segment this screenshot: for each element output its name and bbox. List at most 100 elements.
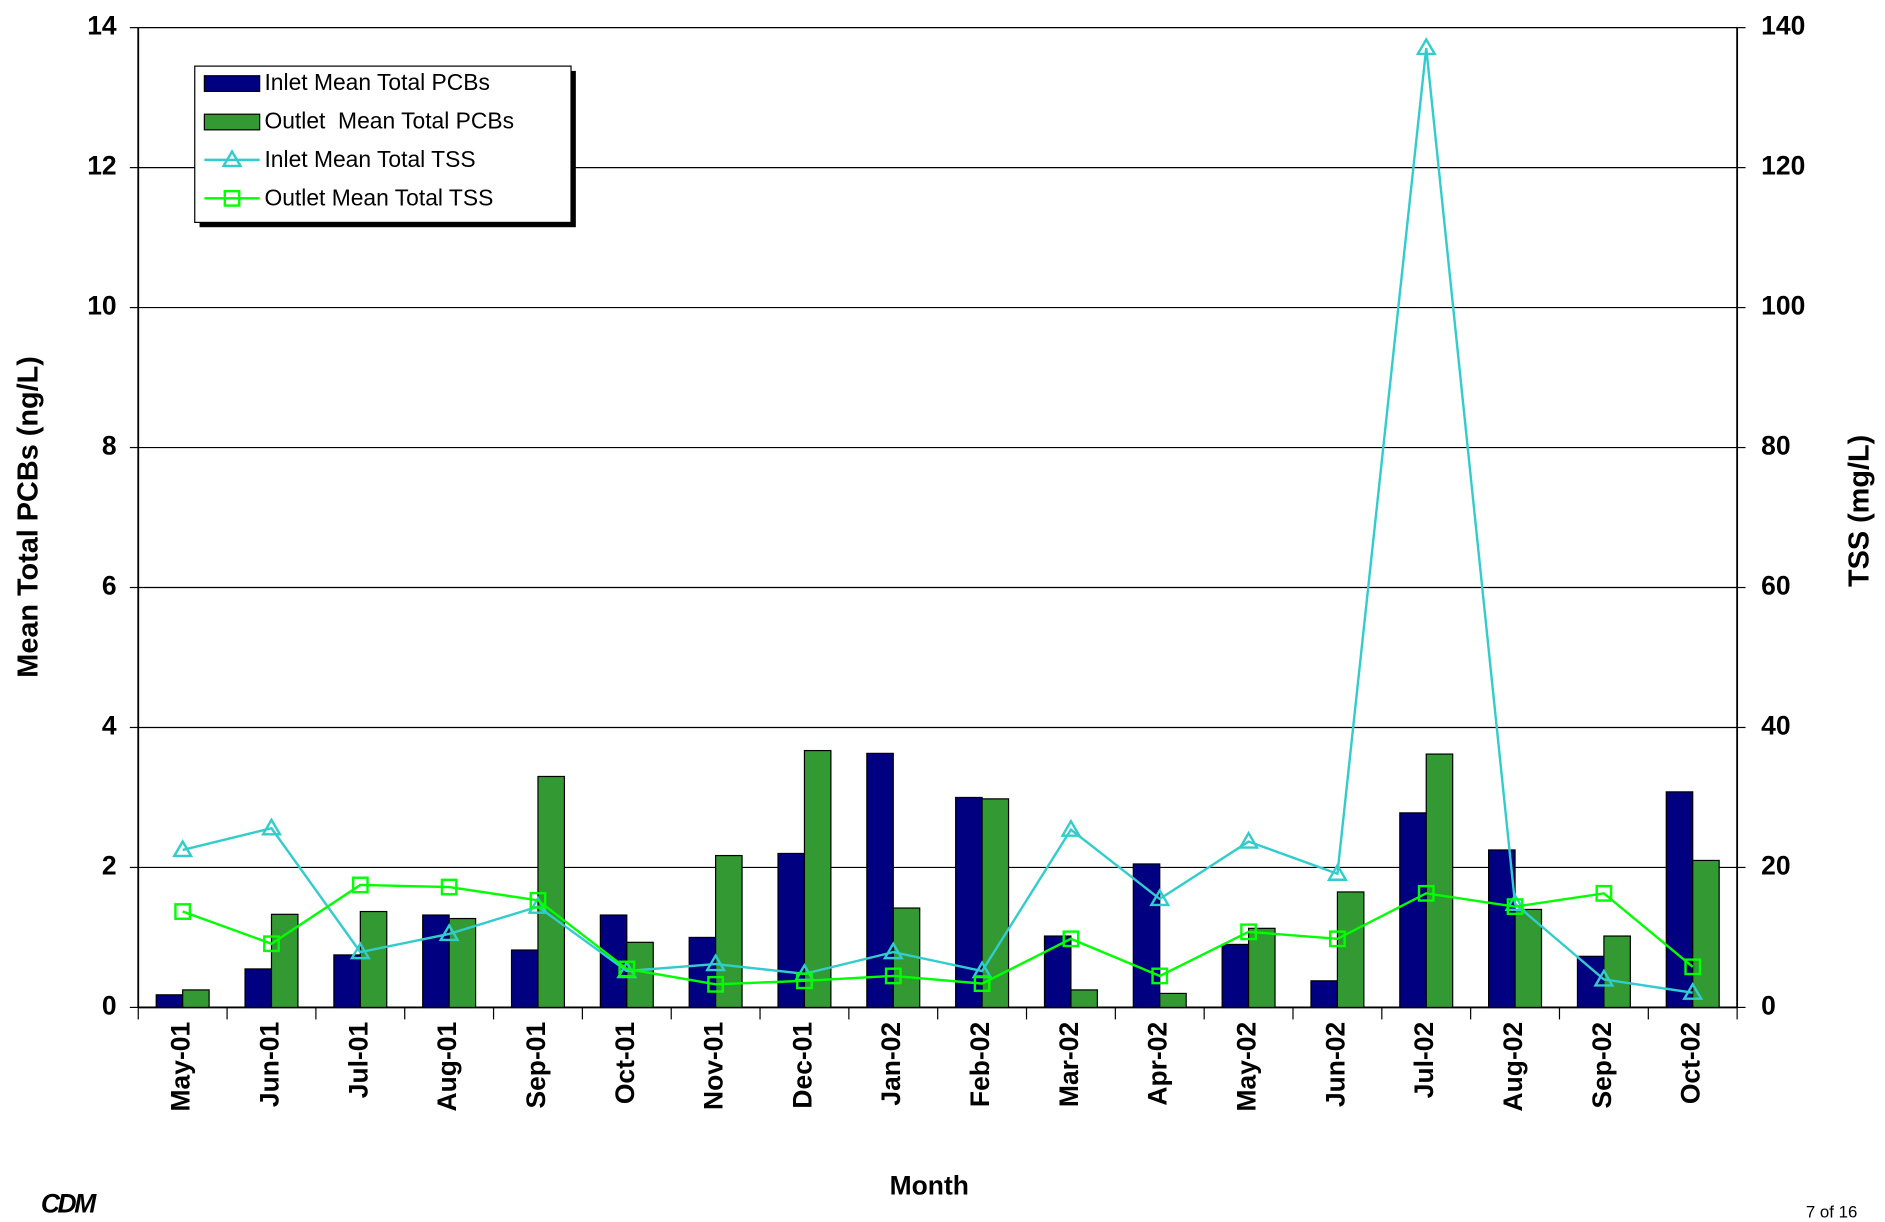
line (182, 47, 1693, 994)
x-axis-title: Month (890, 1171, 969, 1201)
x-tick-label: May-01 (166, 1022, 196, 1112)
marker (1593, 968, 1615, 987)
bar (1425, 753, 1454, 1009)
x-tick-label: Jul-01 (343, 1022, 373, 1098)
marker (1062, 930, 1080, 948)
bar (1514, 908, 1543, 1009)
legend-label: Inlet Mean Total TSS (264, 146, 475, 172)
x-tick-label: Apr-02 (1143, 1022, 1173, 1106)
marker (707, 975, 725, 993)
marker (527, 895, 549, 914)
marker (1682, 981, 1704, 1000)
bar (1132, 863, 1161, 1009)
legend-label: Outlet Mean Total PCBs (264, 108, 514, 134)
x-tick-label: Oct-01 (610, 1022, 640, 1104)
marker (1328, 930, 1346, 948)
bar (688, 936, 717, 1009)
y-tick-label: 0 (102, 990, 117, 1020)
x-tick-label: Jun-02 (1320, 1022, 1350, 1107)
bar (422, 914, 450, 1009)
marker (221, 149, 243, 168)
y-tick-label: 10 (87, 291, 116, 321)
x-tick-label: Oct-02 (1676, 1022, 1706, 1104)
marker (1326, 862, 1348, 881)
x-tick-label: Mar-02 (1054, 1022, 1084, 1107)
bar (1399, 812, 1427, 1009)
marker (1149, 888, 1171, 907)
marker (1060, 818, 1082, 837)
bar (1336, 891, 1365, 1009)
line (182, 883, 1694, 986)
y2-tick-label: 100 (1761, 291, 1805, 321)
legend-label: Outlet Mean Total TSS (264, 185, 493, 211)
marker (172, 839, 194, 858)
bar (1603, 935, 1631, 1009)
bar (359, 910, 388, 1009)
bar (1043, 935, 1072, 1009)
x-tick-label: Jun-01 (254, 1022, 284, 1107)
y2-tick-label: 140 (1761, 11, 1805, 41)
y-tick-label: 8 (102, 431, 117, 461)
legend-label: Inlet Mean Total PCBs (264, 69, 489, 95)
y-tick-label: 4 (102, 710, 117, 740)
bar (1221, 943, 1250, 1009)
logo: CDM (41, 1189, 97, 1219)
x-tick-label: May-02 (1232, 1022, 1262, 1112)
y2-tick-label: 20 (1761, 850, 1790, 880)
bar (626, 941, 654, 1009)
marker (1238, 830, 1260, 849)
y2-axis-title: TSS (mg/L) (1844, 435, 1876, 587)
y2-tick-label: 120 (1761, 151, 1805, 181)
bar (1310, 980, 1339, 1009)
bar (182, 989, 210, 1009)
x-tick-label: Dec-01 (787, 1022, 817, 1109)
bar (1159, 992, 1187, 1009)
x-tick-label: Feb-02 (965, 1022, 995, 1107)
marker (529, 891, 547, 909)
marker (973, 975, 991, 993)
marker (1684, 958, 1702, 976)
x-tick-label: Sep-02 (1587, 1022, 1617, 1109)
y-tick-label: 14 (87, 11, 117, 41)
legend-box (194, 65, 572, 224)
x-tick-label: Aug-02 (1498, 1022, 1528, 1112)
bar (155, 994, 184, 1009)
y2-tick-label: 0 (1761, 990, 1776, 1020)
bar (510, 949, 539, 1009)
marker (263, 935, 280, 953)
x-tick-label: Sep-01 (521, 1022, 551, 1109)
marker (618, 960, 636, 978)
marker (796, 972, 813, 990)
marker (440, 878, 458, 896)
x-tick-label: Aug-01 (432, 1022, 462, 1112)
bar (244, 968, 273, 1009)
y2-tick-label: 60 (1761, 570, 1790, 600)
marker (884, 967, 902, 985)
y-tick-label: 6 (102, 570, 117, 600)
bar (866, 752, 894, 1009)
x-tick-label: Nov-01 (699, 1022, 729, 1110)
marker (1506, 898, 1524, 916)
marker (174, 903, 192, 920)
y2-tick-label: 80 (1761, 431, 1790, 461)
marker (260, 817, 282, 836)
marker (438, 923, 460, 942)
bar (1070, 989, 1098, 1009)
marker (1504, 893, 1526, 912)
marker (223, 189, 241, 207)
marker (351, 876, 369, 894)
y2-tick-label: 40 (1761, 710, 1790, 740)
x-tick-label: Jan-02 (876, 1022, 906, 1106)
bar (777, 852, 806, 1009)
marker (1240, 923, 1258, 941)
y-axis-title: Mean Total PCBs (ng/L) (13, 356, 45, 678)
marker (1417, 884, 1435, 902)
marker (1595, 884, 1613, 902)
bar (715, 854, 743, 1009)
legend-swatch (203, 75, 261, 92)
bar (803, 749, 832, 1009)
bar (1247, 927, 1276, 1009)
y-tick-label: 2 (102, 850, 117, 880)
